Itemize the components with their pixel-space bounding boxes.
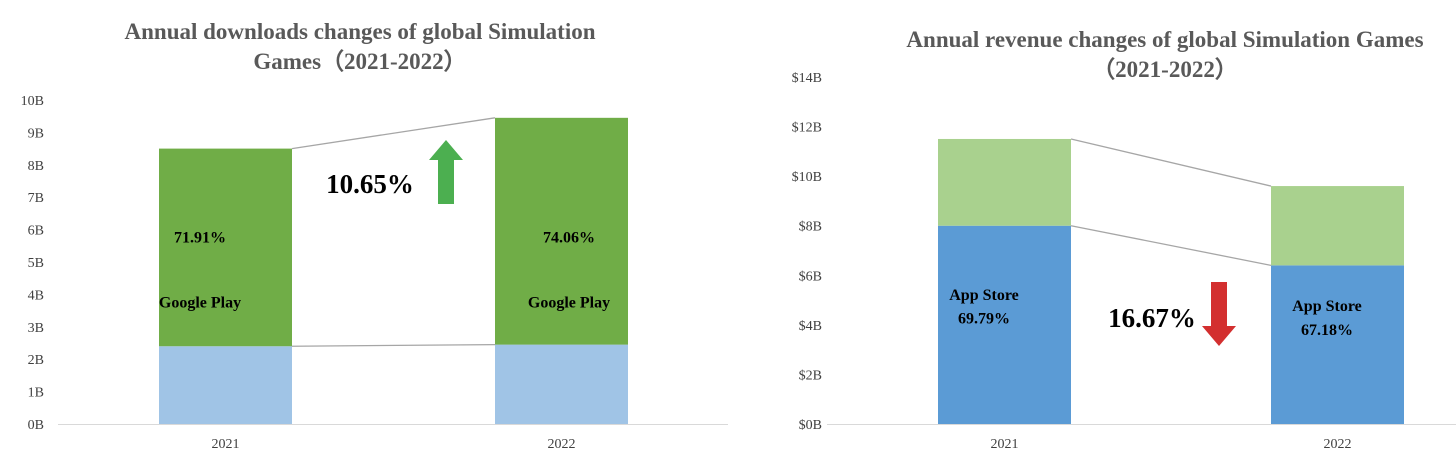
segment-label-share: 74.06% — [543, 230, 595, 247]
chart-title-downloads: Annual downloads changes of global Simul… — [90, 17, 630, 77]
y-tick-label: 0B — [28, 418, 44, 433]
bar-segment-2021-bottom — [159, 346, 292, 424]
connector-line-middle — [1070, 225, 1272, 267]
y-tick-label: 3B — [28, 321, 44, 336]
y-tick-label: 4B — [28, 288, 44, 303]
y-tick-label: 6B — [28, 224, 44, 239]
x-category-label: 2022 — [1324, 437, 1352, 452]
y-tick-label: $8B — [799, 220, 822, 235]
x-category-label: 2021 — [212, 437, 240, 452]
arrow-up-icon — [429, 140, 463, 204]
bar-segment-2021-top — [938, 138, 1071, 226]
y-tick-label: $2B — [799, 368, 822, 383]
x-category-label: 2021 — [991, 437, 1019, 452]
y-tick-label: $12B — [792, 121, 822, 136]
chart-title-revenue-line2: （2021-2022） — [1092, 57, 1238, 82]
segment-label-name: App Store — [1292, 298, 1362, 315]
y-tick-label: 8B — [28, 159, 44, 174]
y-tick-label: 5B — [28, 256, 44, 271]
segment-label-share: 69.79% — [958, 311, 1010, 328]
y-tick-label: $6B — [799, 269, 822, 284]
bar-segment-2022-top — [1271, 186, 1404, 266]
y-tick-label: $4B — [799, 319, 822, 334]
segment-label-share: 71.91% — [174, 230, 226, 247]
chart-title-downloads-line2: Games（2021-2022） — [253, 49, 467, 74]
y-tick-label: 2B — [28, 353, 44, 368]
connector-line-middle — [291, 343, 496, 347]
segment-label-name: Google Play — [159, 294, 241, 311]
bar-segment-2022-bottom — [1271, 265, 1404, 424]
chart-title-revenue-line1: Annual revenue changes of global Simulat… — [906, 27, 1424, 52]
connector-line-top — [291, 117, 496, 150]
chart-title-revenue: Annual revenue changes of global Simulat… — [860, 25, 1456, 85]
bar-segment-2022-bottom — [495, 344, 628, 424]
y-tick-label: 7B — [28, 191, 44, 206]
y-tick-label: 9B — [28, 126, 44, 141]
y-tick-label: $10B — [792, 170, 822, 185]
bar-segment-2021-bottom — [938, 225, 1071, 424]
segment-label-share: 67.18% — [1301, 322, 1353, 339]
bar-segment-2021-top — [159, 148, 292, 347]
y-tick-label: $0B — [799, 418, 822, 433]
y-tick-label: 10B — [21, 94, 44, 109]
chart-title-downloads-line1: Annual downloads changes of global Simul… — [124, 19, 596, 44]
y-tick-label: $14B — [792, 71, 822, 86]
x-category-label: 2022 — [548, 437, 576, 452]
change-percentage: 16.67% — [1108, 303, 1196, 333]
bar-segment-2022-top — [495, 117, 628, 345]
change-percentage: 10.65% — [326, 169, 414, 199]
connector-line-top — [1070, 138, 1272, 187]
y-tick-label: 1B — [28, 386, 44, 401]
arrow-down-icon — [1202, 282, 1236, 346]
segment-label-name: App Store — [949, 287, 1019, 304]
segment-label-name: Google Play — [528, 294, 610, 311]
